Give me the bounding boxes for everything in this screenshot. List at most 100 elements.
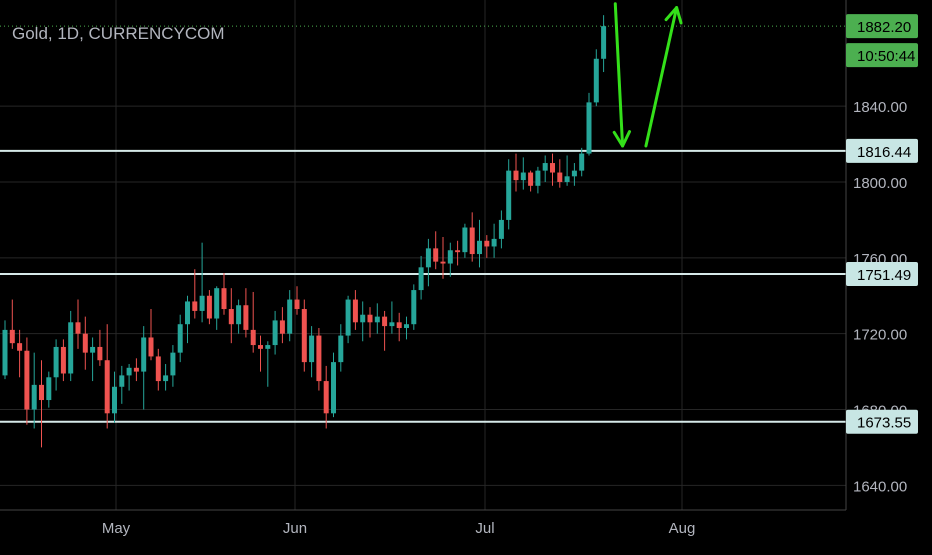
candle-body-up [141, 337, 147, 372]
candle-body-up [265, 345, 271, 349]
x-tick-label: May [102, 520, 131, 537]
annotation-arrows[interactable] [612, 2, 683, 148]
candle-body-up [564, 176, 570, 183]
candle-body-up [579, 153, 585, 171]
level-badge: 1816.44 [857, 144, 911, 161]
candle-body-up [90, 346, 96, 353]
candle-body-up [542, 163, 548, 171]
level-badge: 1751.49 [857, 267, 911, 284]
arrow-head-down[interactable] [612, 130, 632, 148]
candle-body-up [535, 170, 541, 186]
candle-body-down [39, 384, 44, 401]
candle-body-down [323, 381, 329, 414]
candle-body-down [469, 227, 475, 255]
candle-body-down [484, 240, 490, 247]
grid-lines [0, 0, 846, 510]
candle-body-up [53, 346, 59, 378]
candle-body-up [389, 322, 395, 327]
x-tick-label: Jun [283, 520, 307, 537]
candle-body-up [31, 384, 37, 410]
candle-body-down [221, 288, 227, 310]
level-badge-bg [846, 409, 918, 434]
candle-body-up [126, 367, 132, 376]
candle-body-down [258, 345, 263, 349]
candle-body-up [170, 352, 176, 376]
countdown-badge: 10:50:44 [857, 48, 915, 65]
candle-body-down [60, 346, 66, 374]
candle-body-down [550, 163, 555, 173]
candle-body-up [447, 250, 453, 264]
candle-body-up [46, 377, 52, 401]
time-axis[interactable]: May Jun Jul Aug [102, 520, 696, 537]
arrow-head-up[interactable] [664, 6, 683, 25]
arrow-shaft-down[interactable] [613, 2, 625, 148]
candle-body-down [367, 314, 373, 323]
candle-body-up [520, 172, 526, 181]
arrow-shaft-up[interactable] [644, 6, 679, 148]
candle-body-up [177, 324, 183, 353]
candle-body-up [360, 314, 366, 323]
candle-body-down [250, 329, 256, 346]
candle-body-down [228, 309, 234, 325]
countdown-badge-bg [846, 43, 918, 68]
candle-body-up [199, 295, 205, 311]
candlestick-series [2, 15, 607, 448]
candle-body-down [433, 248, 439, 262]
candle-body-down [9, 329, 15, 344]
candle-body-up [309, 335, 315, 363]
price-badges: 1816.44 1751.49 1673.55 1882.20 10:50:44 [846, 14, 918, 434]
symbol-title: Gold, 1D, CURRENCYCOM [12, 24, 225, 43]
candle-body-up [462, 227, 468, 253]
candle-body-down [82, 333, 88, 353]
candle-body-up [287, 299, 293, 334]
y-tick-label: 1840.00 [853, 99, 907, 116]
candle-body-down [24, 350, 30, 410]
candle-body-up [331, 362, 336, 414]
candle-body-up [586, 102, 592, 154]
candle-body-down [396, 322, 402, 328]
candle-body-up [374, 316, 380, 323]
candle-body-up [498, 219, 504, 239]
y-tick-label: 1800.00 [853, 175, 907, 192]
candle-body-up [506, 170, 512, 220]
candle-body-down [97, 346, 103, 361]
candle-body-up [163, 375, 169, 382]
last-price-badge-bg [846, 14, 918, 39]
candle-body-up [2, 329, 8, 376]
candle-body-up [571, 170, 577, 177]
x-tick-label: Aug [669, 520, 696, 537]
candle-body-up [214, 288, 220, 319]
candle-body-down [557, 172, 563, 183]
candle-body-down [148, 337, 154, 357]
candle-body-down [455, 250, 461, 253]
candle-body-up [601, 26, 607, 59]
x-tick-label: Jul [475, 520, 494, 537]
candle-body-up [477, 240, 482, 255]
candle-body-down [294, 299, 300, 310]
candle-body-down [301, 309, 307, 363]
candle-body-down [75, 322, 81, 334]
candle-body-up [425, 248, 431, 268]
candle-body-up [404, 324, 409, 328]
candle-body-up [593, 58, 599, 103]
candle-body-down [440, 261, 446, 264]
candle-body-down [382, 316, 388, 327]
candle-body-down [528, 172, 534, 186]
candle-body-down [243, 305, 249, 330]
candle-body-down [206, 295, 212, 319]
candle-body-up [185, 301, 190, 325]
candle-body-up [272, 320, 278, 346]
y-tick-label: 1720.00 [853, 327, 907, 344]
level-badge-bg [846, 261, 918, 286]
candle-body-down [104, 360, 110, 414]
candle-body-up [112, 386, 117, 414]
candle-body-down [192, 301, 198, 311]
price-axis[interactable]: 1640.001680.001720.001760.001800.001840.… [853, 99, 907, 495]
candle-body-up [68, 322, 74, 374]
candle-body-down [513, 170, 519, 181]
candle-body-up [411, 290, 417, 325]
candle-body-up [338, 335, 344, 363]
